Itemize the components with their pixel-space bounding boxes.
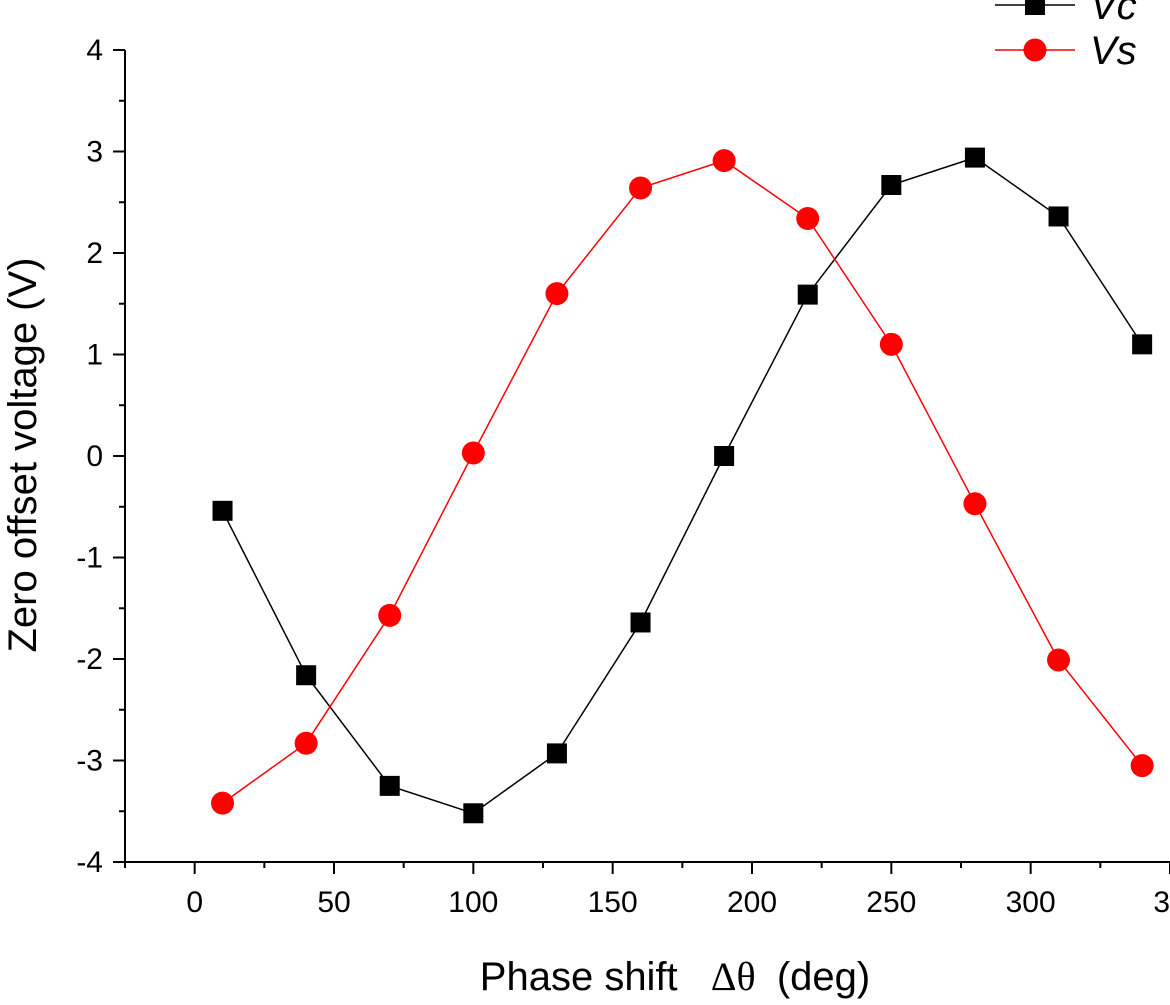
x-tick-label: 35 xyxy=(1153,886,1170,919)
x-tick-label: 50 xyxy=(317,886,350,919)
x-axis-title-main: Phase shift xyxy=(480,955,678,999)
data-point-vs xyxy=(545,282,569,306)
data-point-vs xyxy=(294,731,318,755)
y-tick-label: 3 xyxy=(86,136,103,169)
y-tick-label: 2 xyxy=(86,237,103,270)
series-vs xyxy=(211,149,1154,815)
legend-marker-vc xyxy=(1025,0,1045,15)
x-axis-title: Phase shift Δθ (deg) xyxy=(480,954,870,999)
data-point-vs xyxy=(712,149,736,173)
series-line-vs xyxy=(222,159,1143,804)
legend-label-vs: Vs xyxy=(1090,29,1137,73)
data-point-vc xyxy=(797,284,818,305)
y-axis-title: Zero offset voltage (V) xyxy=(1,258,45,653)
data-point-vc xyxy=(714,446,735,466)
y-tick-label: 4 xyxy=(86,34,103,67)
legend-marker-vs xyxy=(1023,38,1047,62)
data-point-vs xyxy=(629,176,653,200)
x-axis-title-symbol: Δθ xyxy=(711,954,756,999)
y-tick-label: -4 xyxy=(76,846,103,879)
series-line-vc xyxy=(221,156,1143,815)
data-point-vs xyxy=(879,332,903,356)
y-tick-label: 1 xyxy=(86,339,103,372)
data-point-vs xyxy=(963,492,987,516)
data-point-vs xyxy=(1130,754,1154,778)
x-tick-label: 0 xyxy=(186,886,203,919)
x-tick-label: 200 xyxy=(727,886,777,919)
data-point-vc xyxy=(630,612,651,633)
data-point-vs xyxy=(378,603,402,627)
data-point-vc xyxy=(379,775,400,796)
axes: -4 -3 -2 -1 0 1 2 3 4 0 50 100 150 200 250 300 35 xyxy=(76,34,1170,919)
y-tick-label: -3 xyxy=(76,745,103,778)
data-point-vs xyxy=(1047,648,1071,672)
series-vc xyxy=(212,147,1153,824)
data-point-vs xyxy=(796,206,820,230)
data-point-vc xyxy=(1132,334,1153,355)
x-axis-title-unit: (deg) xyxy=(777,955,870,999)
data-point-vc xyxy=(546,743,567,764)
series-layer xyxy=(211,147,1154,824)
data-point-vc xyxy=(296,665,317,686)
y-tick-label: -2 xyxy=(76,643,103,676)
y-tick-label: 0 xyxy=(86,440,103,473)
x-tick-label: 100 xyxy=(448,886,498,919)
data-point-vc xyxy=(1048,206,1069,227)
data-point-vc xyxy=(881,174,902,195)
x-tick-label: 150 xyxy=(588,886,638,919)
data-point-vc xyxy=(463,803,484,824)
data-point-vc xyxy=(212,500,233,521)
data-point-vs xyxy=(211,791,235,815)
x-tick-label: 300 xyxy=(1006,886,1056,919)
data-point-vs xyxy=(461,441,485,465)
data-point-vc xyxy=(964,147,985,168)
y-tick-label: -1 xyxy=(76,542,103,575)
x-tick-label: 250 xyxy=(866,886,916,919)
legend-label-vc: Vc xyxy=(1090,0,1137,28)
